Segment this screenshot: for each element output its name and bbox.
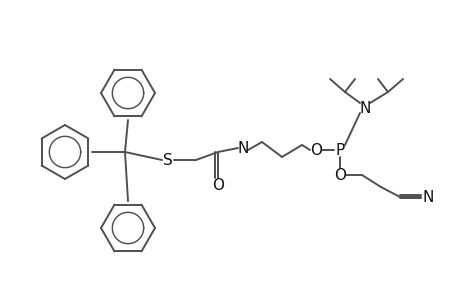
Text: N: N bbox=[421, 190, 433, 205]
Text: O: O bbox=[212, 178, 224, 193]
Text: S: S bbox=[163, 152, 173, 167]
Text: O: O bbox=[309, 142, 321, 158]
Text: N: N bbox=[237, 140, 248, 155]
Text: N: N bbox=[358, 100, 370, 116]
Text: P: P bbox=[335, 142, 344, 158]
Text: O: O bbox=[333, 167, 345, 182]
